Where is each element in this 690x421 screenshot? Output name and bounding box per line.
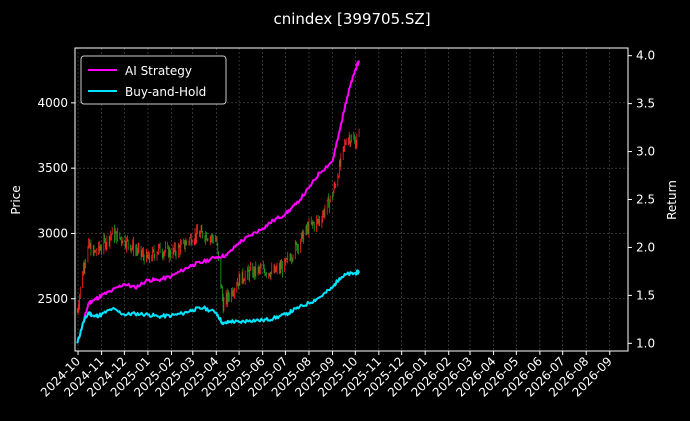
- series-line-ai-strategy: [76, 60, 361, 344]
- legend-label-buy-and-hold: Buy-and-Hold: [125, 85, 206, 99]
- price-candles: [76, 128, 360, 315]
- right-tick-label: 2.5: [636, 193, 655, 207]
- right-tick-label: 3.5: [636, 97, 655, 111]
- right-tick-label: 3.0: [636, 145, 655, 159]
- legend-box: [80, 55, 227, 105]
- left-tick-label: 3500: [37, 161, 68, 175]
- right-tick-label: 4.0: [636, 49, 655, 63]
- left-tick-label: 4000: [37, 96, 68, 110]
- left-tick-label: 2500: [37, 292, 68, 306]
- chart-title: cnindex [399705.SZ]: [273, 10, 430, 28]
- legend-label-ai-strategy: AI Strategy: [125, 64, 192, 78]
- right-axis: 1.0 1.5 2.0 2.5 3.0 3.5 4.0: [628, 49, 655, 350]
- return-lines: [76, 60, 361, 344]
- right-tick-label: 1.5: [636, 288, 655, 302]
- x-axis: 2024-102024-112024-122025-012025-022025-…: [38, 351, 615, 400]
- right-tick-label: 2.0: [636, 240, 655, 254]
- right-tick-label: 1.0: [636, 336, 655, 350]
- left-axis: 2500 3000 3500 4000: [37, 96, 75, 306]
- series-line-buy-and-hold: [76, 269, 361, 344]
- legend: AI Strategy Buy-and-Hold: [80, 55, 227, 105]
- right-axis-label: Return: [665, 180, 679, 220]
- left-tick-label: 3000: [37, 226, 68, 240]
- left-axis-label: Price: [9, 185, 23, 214]
